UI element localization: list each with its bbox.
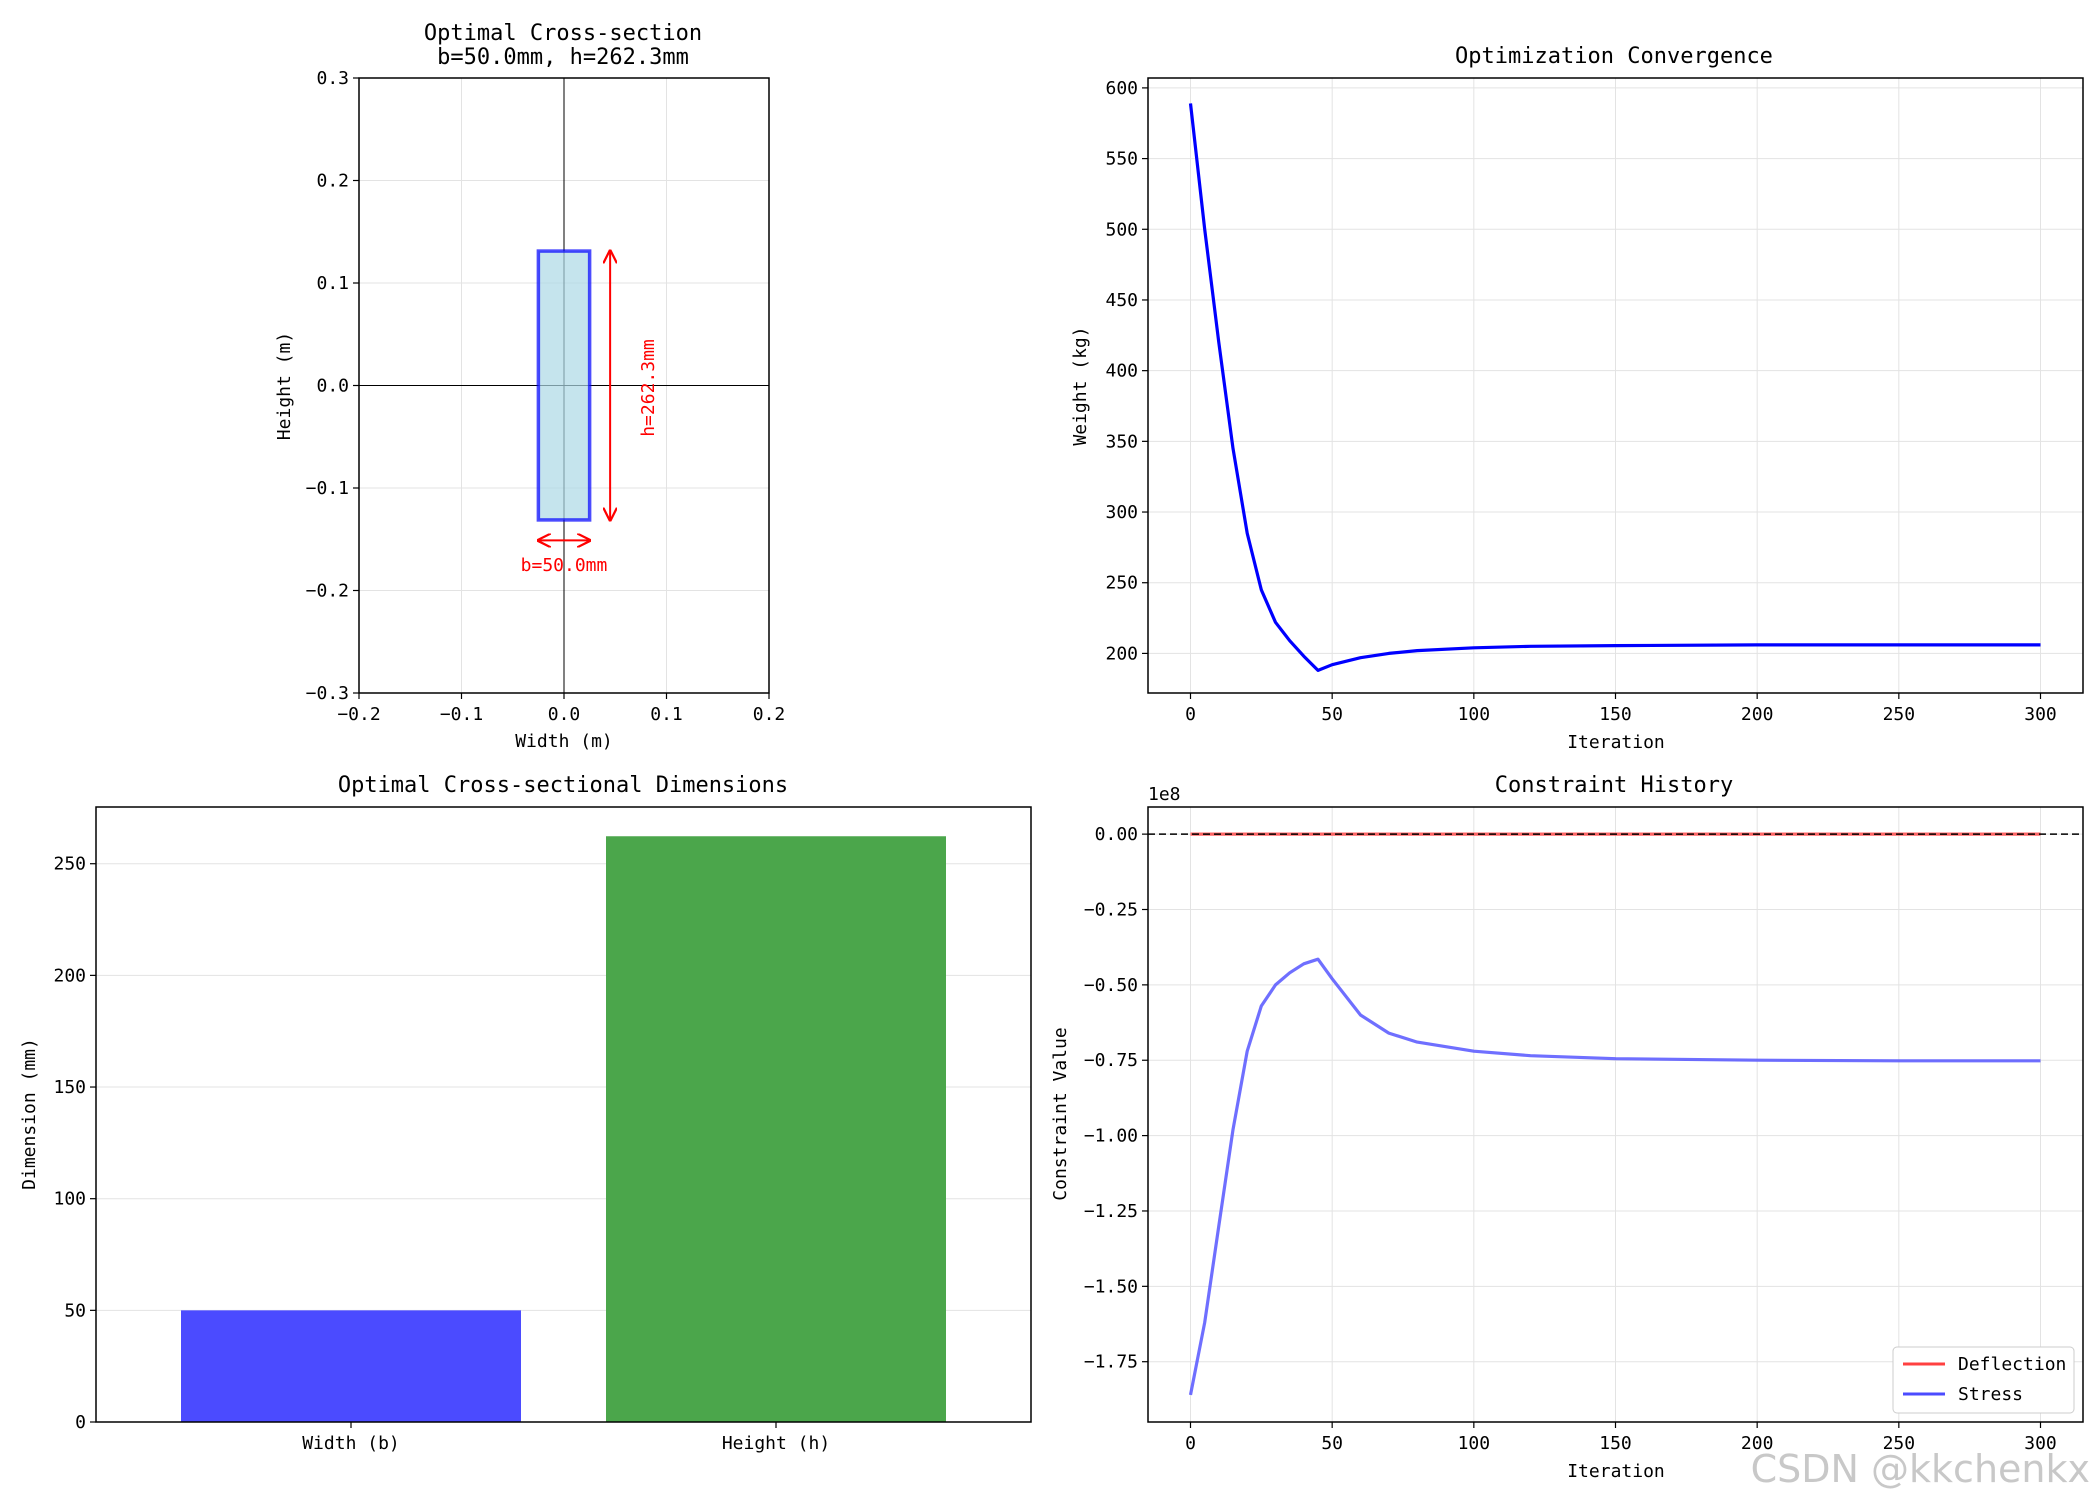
cross-section-ytick-label: −0.3 — [306, 683, 349, 704]
dimensions-ytick-label: 100 — [53, 1189, 86, 1210]
cross-section-ytick-label: −0.2 — [306, 581, 349, 602]
convergence-xtick-label: 300 — [2024, 704, 2057, 725]
constraints-xtick-label: 150 — [1599, 1433, 1632, 1454]
convergence-ytick-label: 200 — [1105, 643, 1138, 664]
dimensions-ytick-label: 150 — [53, 1077, 86, 1098]
constraints-panel: Constraint History 0 50 100 150 200 250 300 0.0… — [1050, 773, 2084, 1482]
cross-section-ytick-label: 0.2 — [316, 171, 349, 192]
convergence-ytick-label: 550 — [1105, 149, 1138, 170]
convergence-ytick-label: 350 — [1105, 431, 1138, 452]
cross-section-title-line1: Optimal Cross-section — [424, 21, 702, 46]
cross-section-title-line2: b=50.0mm, h=262.3mm — [437, 45, 689, 70]
constraints-xtick-label: 100 — [1458, 1433, 1491, 1454]
legend-stress-label: Stress — [1958, 1384, 2023, 1405]
constraints-ytick-label: −1.50 — [1084, 1276, 1138, 1297]
convergence-xtick-label: 200 — [1741, 704, 1774, 725]
constraints-offset-label: 1e8 — [1148, 784, 1181, 805]
dimensions-title: Optimal Cross-sectional Dimensions — [338, 773, 788, 798]
cross-section-ytick-label: −0.1 — [306, 478, 349, 499]
cross-section-xlabel: Width (m) — [515, 731, 613, 752]
convergence-ytick-label: 600 — [1105, 78, 1138, 99]
cross-section-ytick-label: 0.3 — [316, 68, 349, 89]
convergence-ytick-label: 450 — [1105, 290, 1138, 311]
cross-section-xtick-label: 0.2 — [753, 704, 786, 725]
height-annotation: h=262.3mm — [638, 339, 659, 437]
width-annotation: b=50.0mm — [521, 555, 608, 576]
constraints-series-stress-line — [1188, 957, 2041, 1396]
convergence-series-weight-line — [1188, 103, 2041, 672]
constraints-ytick-label: −1.25 — [1084, 1201, 1138, 1222]
constraints-title: Constraint History — [1495, 773, 1733, 798]
convergence-ylabel: Weight (kg) — [1070, 326, 1091, 445]
dimensions-axes-frame — [95, 806, 1032, 1423]
constraints-ytick-label: 0.00 — [1095, 824, 1138, 845]
constraints-ytick-label: −1.00 — [1084, 1126, 1138, 1147]
constraints-xtick-label: 50 — [1321, 1433, 1343, 1454]
cross-section-xtick-label: −0.1 — [440, 704, 483, 725]
convergence-ytick-label: 250 — [1105, 573, 1138, 594]
cross-section-xtick-label: 0.0 — [548, 704, 581, 725]
constraints-xtick-label: 200 — [1741, 1433, 1774, 1454]
cross-section-xtick-label: −0.2 — [337, 704, 380, 725]
convergence-ytick-label: 400 — [1105, 361, 1138, 382]
cross-section-rect — [536, 249, 592, 522]
constraints-xtick-label: 0 — [1185, 1433, 1196, 1454]
constraints-ytick-label: −1.75 — [1084, 1352, 1138, 1373]
constraints-ytick-label: −0.75 — [1084, 1050, 1138, 1071]
convergence-xtick-label: 150 — [1599, 704, 1632, 725]
convergence-title: Optimization Convergence — [1455, 44, 1773, 69]
dimensions-ytick-label: 250 — [53, 854, 86, 875]
dimensions-ytick-label: 0 — [75, 1412, 86, 1433]
convergence-xtick-label: 0 — [1185, 704, 1196, 725]
constraints-ytick-label: −0.50 — [1084, 975, 1138, 996]
convergence-xtick-label: 250 — [1883, 704, 1916, 725]
legend-deflection-label: Deflection — [1958, 1354, 2066, 1375]
convergence-ytick-label: 500 — [1105, 219, 1138, 240]
constraints-legend: Deflection Stress — [1892, 1346, 2075, 1414]
convergence-panel: Optimization Convergence 0 50 100 150 200 250… — [1070, 44, 2084, 753]
dimensions-ytick-label: 200 — [53, 965, 86, 986]
cross-section-xtick-label: 0.1 — [650, 704, 683, 725]
dimensions-ylabel: Dimension (mm) — [19, 1038, 40, 1190]
dimensions-panel: Optimal Cross-sectional Dimensions 0 50 10… — [19, 773, 1032, 1454]
constraints-ylabel: Constraint Value — [1050, 1027, 1071, 1200]
bar-width — [181, 1310, 521, 1422]
cross-section-panel: Optimal Cross-section b=50.0mm, h=262.3m… — [274, 21, 785, 752]
bar-height — [606, 836, 946, 1422]
cross-section-ylabel: Height (m) — [274, 332, 295, 440]
dimensions-ytick-label: 50 — [64, 1300, 86, 1321]
cross-section-ytick-label: 0.0 — [316, 376, 349, 397]
watermark: CSDN @kkchenkx — [1751, 1447, 2090, 1491]
constraints-xtick-label: 300 — [2024, 1433, 2057, 1454]
constraints-xtick-label: 250 — [1883, 1433, 1916, 1454]
cross-section-ytick-label: 0.1 — [316, 273, 349, 294]
convergence-xtick-label: 100 — [1458, 704, 1491, 725]
convergence-ytick-label: 300 — [1105, 502, 1138, 523]
convergence-xtick-label: 50 — [1321, 704, 1343, 725]
constraints-ytick-label: −0.25 — [1084, 900, 1138, 921]
constraints-xlabel: Iteration — [1567, 1461, 1665, 1482]
dimensions-category-label: Width (b) — [302, 1433, 400, 1454]
convergence-xlabel: Iteration — [1567, 732, 1665, 753]
dimensions-category-label: Height (h) — [722, 1433, 830, 1454]
